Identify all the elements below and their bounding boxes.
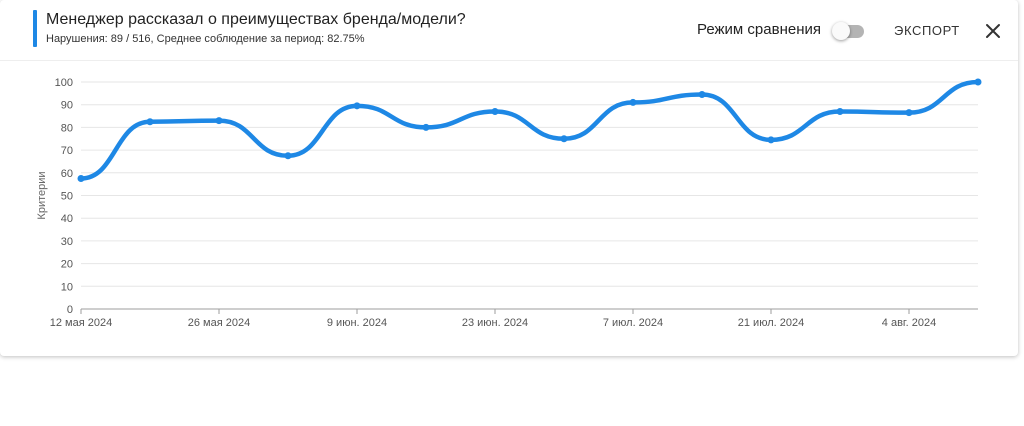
y-tick-label: 80 [61,122,73,134]
accent-bar [33,10,37,47]
x-tick-label: 7 июл. 2024 [603,317,663,329]
y-tick-label: 50 [61,191,73,203]
y-axis-ticks: 0 10 20 30 40 50 60 70 80 90 100 [55,77,73,316]
data-point[interactable] [491,108,499,116]
data-point[interactable] [215,117,223,125]
data-point[interactable] [974,78,982,86]
y-tick-label: 0 [67,304,73,316]
x-tick-label: 26 мая 2024 [188,317,250,329]
data-point[interactable] [353,102,361,110]
data-point[interactable] [77,174,85,182]
chart-card: Менеджер рассказал о преимуществах бренд… [0,0,1018,329]
data-point[interactable] [836,108,844,116]
y-tick-label: 30 [61,236,73,248]
x-tick-label: 21 июл. 2024 [738,317,804,329]
toggle-thumb[interactable] [832,22,850,40]
close-icon [986,24,1000,38]
data-point[interactable] [698,90,706,98]
y-tick-label: 10 [61,281,73,293]
data-point[interactable] [284,152,292,160]
y-tick-label: 40 [61,213,73,225]
y-axis-label: Критерии [36,171,48,219]
y-tick-label: 100 [55,77,73,89]
x-axis-ticks: 12 мая 2024 26 мая 2024 9 июн. 2024 23 июн.… [50,309,936,329]
x-tick-label: 12 мая 2024 [50,317,112,329]
chart-subtitle: Нарушения: 89 / 516, Среднее соблюдение … [46,33,365,45]
data-point[interactable] [767,136,775,144]
x-tick-label: 9 июн. 2024 [327,317,387,329]
y-tick-label: 70 [61,145,73,157]
compare-mode-label: Режим сравнения [697,21,821,38]
close-button[interactable] [981,19,1005,43]
export-button[interactable]: ЭКСПОРТ [886,16,968,44]
line-chart: 0 10 20 30 40 50 60 70 80 90 100 12 мая 2024 26 мая… [36,77,982,329]
y-tick-label: 90 [61,100,73,112]
y-tick-label: 20 [61,259,73,271]
compare-mode-toggle[interactable] [832,22,864,40]
data-point[interactable] [422,123,430,131]
x-tick-label: 23 июн. 2024 [462,317,528,329]
data-points [77,78,982,182]
y-tick-label: 60 [61,168,73,180]
series-line [78,79,981,181]
chart-title: Менеджер рассказал о преимуществах бренд… [46,11,466,28]
data-point[interactable] [560,135,568,143]
data-point[interactable] [146,118,154,126]
grid-lines [81,81,978,310]
data-point[interactable] [905,109,913,117]
card-header: Менеджер рассказал о преимуществах бренд… [0,0,1018,61]
x-tick-label: 4 авг. 2024 [882,317,936,329]
data-point[interactable] [629,98,637,106]
